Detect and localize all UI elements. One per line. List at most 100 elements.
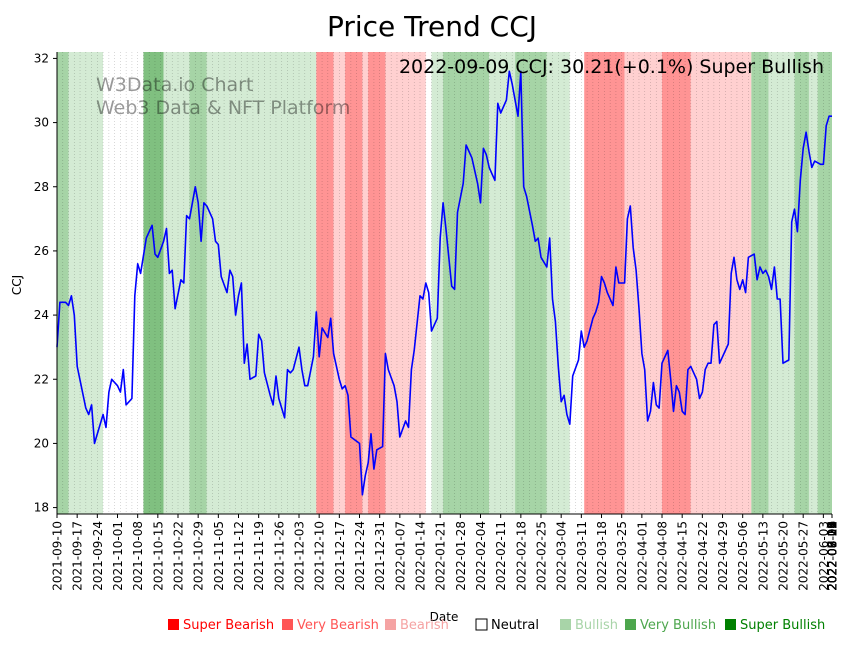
legend-label-bullish: Bullish [575, 618, 618, 633]
x-tick-label: 2022-08-19 [826, 521, 840, 591]
x-tick-label: 2021-11-05 [212, 521, 226, 591]
band-very_bullish [457, 52, 490, 514]
x-tick-label: 2021-12-10 [313, 521, 327, 591]
x-axis-label: Date [430, 610, 459, 624]
x-tick-label: 2022-07-08 [826, 521, 840, 591]
x-tick-label: 2021-11-19 [252, 521, 266, 591]
x-tick-label: 2022-05-06 [736, 521, 750, 591]
band-very_bullish [515, 52, 547, 514]
x-tick-label: 2021-09-17 [71, 521, 85, 591]
x-tick-label: 2022-04-15 [676, 521, 690, 591]
x-tick-label: 2022-09-09 [826, 521, 840, 591]
x-tick-label: 2021-09-10 [51, 521, 65, 591]
y-tick-label: 26 [34, 244, 49, 258]
x-tick-label: 2022-04-29 [716, 521, 730, 591]
sentiment-bands [57, 52, 832, 514]
legend-label-super_bullish: Super Bullish [740, 618, 825, 633]
band-bullish [229, 52, 317, 514]
x-tick-label: 2022-07-15 [826, 521, 840, 591]
x-tick-label: 2022-06-10 [826, 521, 840, 591]
legend-swatch-super_bearish [168, 619, 179, 630]
x-tick-label: 2022-04-08 [656, 521, 670, 591]
legend-swatch-very_bullish [625, 619, 636, 630]
x-tick-label: 2022-04-01 [635, 521, 649, 591]
watermark-line-1: W3Data.io Chart [96, 74, 253, 96]
x-tick-label: 2022-02-18 [514, 521, 528, 591]
x-tick-label: 2022-05-20 [777, 521, 791, 591]
axes: 18 20 22 24 26 28 30 32 2021-09-10 2021-09-17 2021… [34, 51, 840, 590]
x-tick-label: 2022-08-26 [826, 521, 840, 591]
x-tick-label: 2022-07-29 [826, 521, 840, 591]
y-tick-label: 28 [34, 180, 49, 194]
band-bullish [163, 52, 190, 514]
x-tick-label: 2022-05-13 [756, 521, 770, 591]
legend-label-super_bearish: Super Bearish [183, 618, 274, 633]
legend-label-bearish: Bearish [400, 618, 449, 633]
y-tick-label: 30 [34, 116, 49, 130]
x-tick-label: 2022-01-28 [454, 521, 468, 591]
watermark-line-2: Web3 Data & NFT Platform [96, 97, 350, 119]
band-bullish [431, 52, 444, 514]
y-tick-label: 18 [34, 501, 49, 515]
x-tick-label: 2022-08-12 [826, 521, 840, 591]
legend-swatch-very_bearish [282, 619, 293, 630]
x-tick-label: 2022-04-22 [696, 521, 710, 591]
band-very_bearish [368, 52, 386, 514]
band-bullish [68, 52, 104, 514]
y-tick-label: 20 [34, 436, 49, 450]
x-tick-label: 2022-08-05 [826, 521, 840, 591]
y-tick-label: 22 [34, 372, 49, 386]
x-tick-label: 2021-10-08 [131, 521, 145, 591]
band-bullish [489, 52, 516, 514]
legend-swatch-super_bullish [725, 619, 736, 630]
x-tick-label: 2021-12-31 [373, 521, 387, 591]
x-tick-label: 2022-09-02 [826, 521, 840, 591]
x-tick-label: 2021-12-03 [293, 521, 307, 591]
legend-swatch-bullish [560, 619, 571, 630]
legend-swatch-neutral [475, 618, 488, 631]
y-axis-label: CCJ [10, 275, 24, 295]
x-tick-label: 2021-10-22 [172, 521, 186, 591]
band-very_bearish [662, 52, 691, 514]
x-tick-label: 2022-02-04 [474, 521, 488, 591]
x-tick-label: 2022-03-11 [575, 521, 589, 591]
x-tick-label: 2021-11-12 [232, 521, 246, 591]
band-very_bearish [345, 52, 363, 514]
x-tick-label: 2022-03-04 [555, 521, 569, 591]
x-tick-label: 2022-02-11 [494, 521, 508, 591]
band-very_bullish [443, 52, 458, 514]
x-tick-label: 2022-01-14 [414, 521, 428, 591]
band-very_bullish [751, 52, 769, 514]
x-tick-label: 2022-03-18 [595, 521, 609, 591]
band-bullish [808, 52, 818, 514]
x-tick-label: 2022-07-01 [826, 521, 840, 591]
x-tick-label: 2021-12-17 [333, 521, 347, 591]
x-tick-label: 2021-09-24 [91, 521, 105, 591]
band-very_bullish [817, 52, 832, 514]
x-tick-label: 2021-10-15 [151, 521, 165, 591]
x-tick-label: 2022-01-07 [393, 521, 407, 591]
x-tick-label: 2021-11-26 [272, 521, 286, 591]
legend-label-neutral: Neutral [491, 618, 539, 633]
band-bullish [206, 52, 230, 514]
band-neutral [126, 52, 144, 514]
band-neutral [569, 52, 585, 514]
x-tick-label: 2022-02-25 [535, 521, 549, 591]
x-tick-label: 2022-07-22 [826, 521, 840, 591]
legend-label-very_bearish: Very Bearish [297, 618, 379, 633]
x-tick-label: 2022-06-24 [826, 521, 840, 591]
band-very_bullish [189, 52, 207, 514]
series-line-ccj [56, 70, 832, 496]
y-tick-label: 24 [34, 308, 49, 322]
status-annotation: 2022-09-09 CCJ: 30.21(+0.1%) Super Bulli… [399, 56, 824, 78]
x-tick-label: 2022-03-25 [615, 521, 629, 591]
x-tick-label: 2022-06-03 [817, 521, 831, 591]
series-lines [56, 70, 832, 496]
x-tick-label: 2021-10-29 [192, 521, 206, 591]
chart-title: Price Trend CCJ [327, 10, 537, 43]
x-tick-label: 2022-01-21 [434, 521, 448, 591]
band-bearish [624, 52, 663, 514]
band-super_bullish [143, 52, 164, 514]
x-tick-label: 2022-06-17 [826, 521, 840, 591]
